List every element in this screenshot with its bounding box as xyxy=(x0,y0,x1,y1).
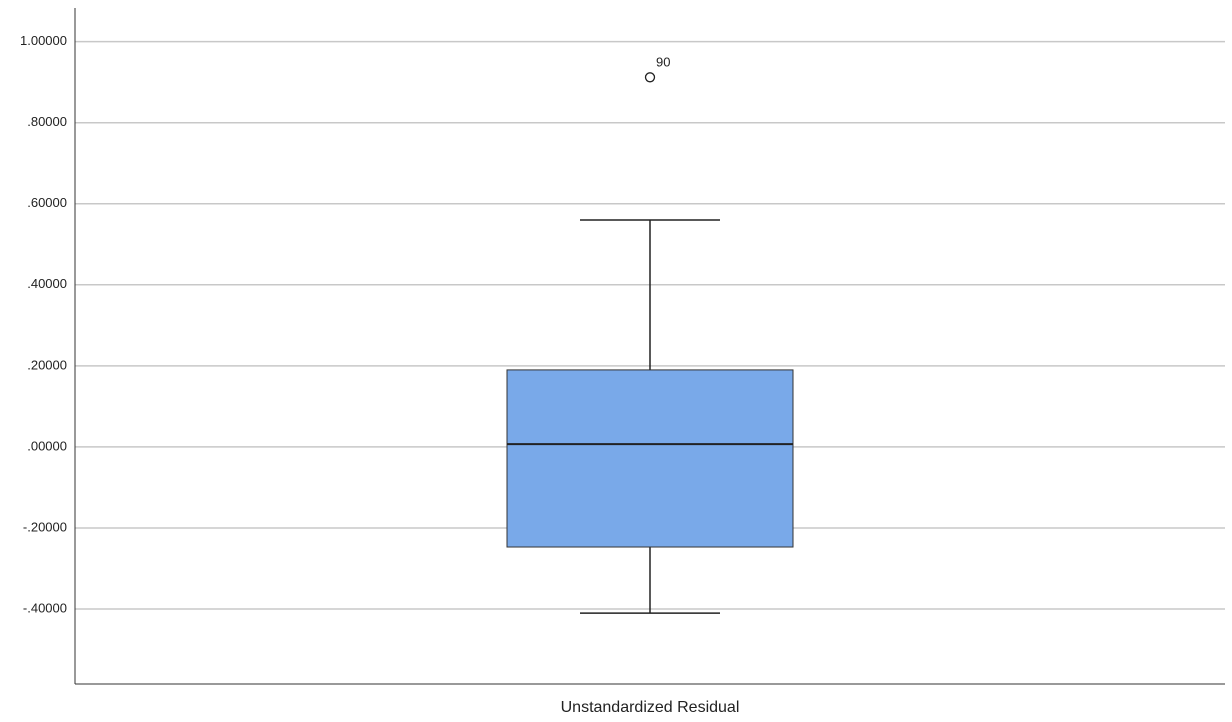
outlier xyxy=(644,72,656,83)
y-tick-label: -.40000 xyxy=(23,600,67,615)
y-tick-label: .40000 xyxy=(27,276,67,291)
y-tick-label: .60000 xyxy=(27,195,67,210)
y-tick-label: -.20000 xyxy=(23,519,67,534)
y-tick-label: .80000 xyxy=(27,114,67,129)
box xyxy=(506,369,794,548)
y-tick-label: .20000 xyxy=(27,357,67,372)
y-tick-label: .00000 xyxy=(27,438,67,453)
y-tick-label: 1.00000 xyxy=(20,33,67,48)
outlier-label: 90 xyxy=(656,55,670,70)
x-tick-label: Unstandardized Residual xyxy=(561,699,740,716)
